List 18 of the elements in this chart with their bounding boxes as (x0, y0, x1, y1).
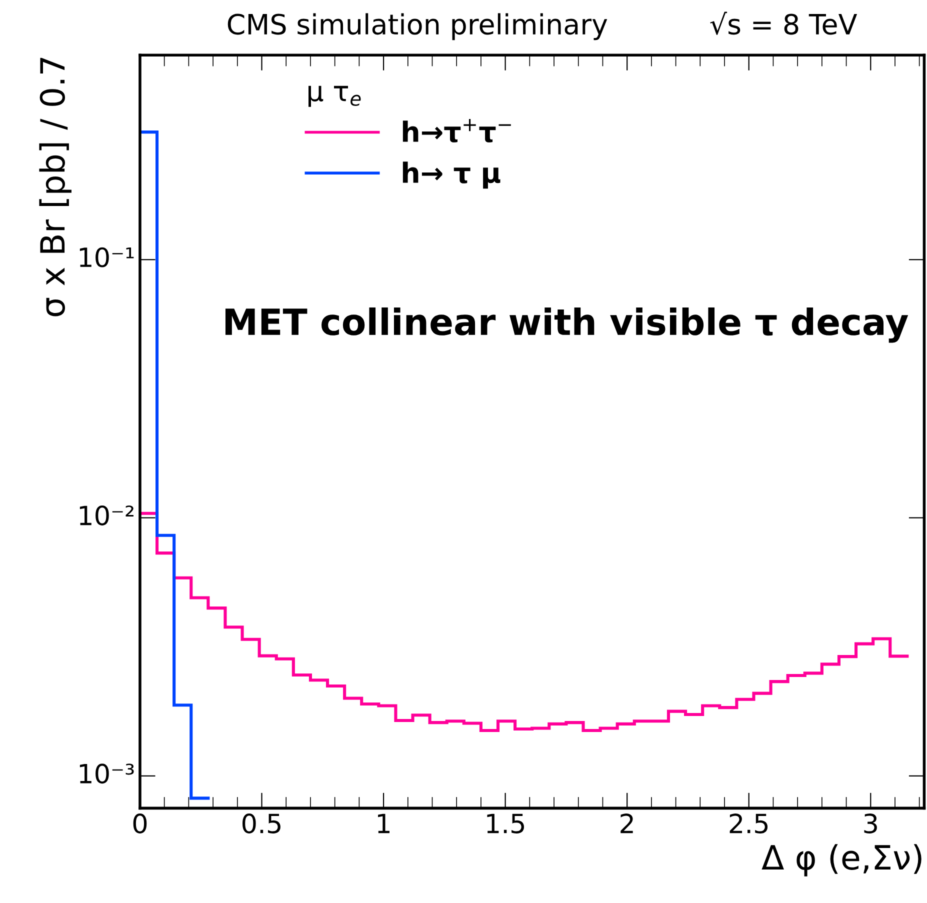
legend-label: h→ τ μ (402, 162, 500, 189)
x-tick-label: 0.5 (242, 814, 280, 834)
y-tick-label: 10⁻³ (80, 764, 134, 784)
legend-title: μ τ$_{e}$ (308, 86, 361, 107)
x-tick-label: 2 (620, 814, 633, 834)
y-tick-label: 10⁻¹ (80, 247, 134, 268)
annotation: MET collinear with visible τ decay (225, 307, 908, 343)
legend-label: h→τ$^{+}$τ$^{−}$ (402, 118, 511, 142)
chart-subtitle: √s = 8 TeV (710, 12, 858, 35)
x-axis-title: Δ φ (e,Σν) (762, 844, 922, 876)
x-tick-label: 2.5 (730, 814, 768, 834)
x-tick-label: 0 (133, 814, 147, 834)
x-tick-label: 1 (378, 814, 390, 834)
y-tick-label: 10⁻² (80, 505, 134, 526)
y-axis-title: σ x Br [pb] / 0.7 (39, 58, 72, 316)
chart-title: CMS simulation preliminary (228, 13, 608, 40)
x-tick-label: 1.5 (487, 814, 524, 834)
x-tick-label: 3 (864, 814, 877, 834)
